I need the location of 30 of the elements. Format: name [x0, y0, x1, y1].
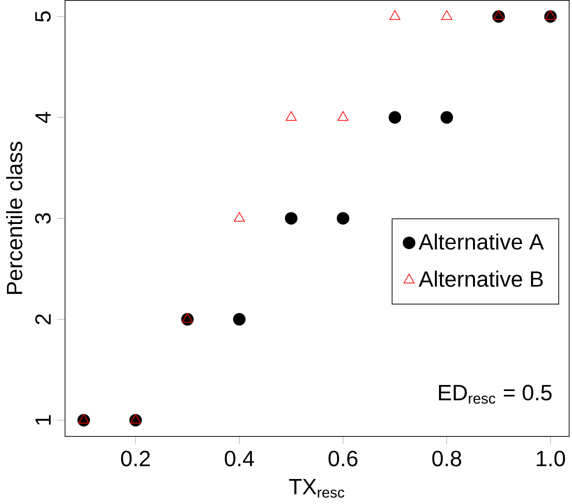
- point: [182, 313, 193, 323]
- y-tick-label: 1: [35, 415, 51, 425]
- point: [493, 10, 504, 20]
- point: [78, 414, 90, 424]
- point: [440, 111, 454, 124]
- y-tick-label: 2: [35, 314, 51, 324]
- point: [233, 313, 246, 326]
- x-tick-label: 0.4: [224, 450, 254, 466]
- y-axis-title: Percentile class: [6, 142, 22, 294]
- point: [441, 10, 452, 20]
- y-tick-label: 5: [35, 11, 51, 22]
- x-axis-title: TX$_{resc}$: [289, 479, 344, 498]
- x-tick-label: 0.2: [121, 450, 150, 466]
- point: [388, 111, 402, 124]
- annotation: ED$_{resc}$ = 0.5: [439, 384, 552, 404]
- legend-label: Alternative B: [418, 270, 543, 287]
- point: [545, 10, 556, 20]
- x-tick-label: 0.6: [328, 450, 358, 466]
- y-tick-label: 3: [35, 213, 51, 224]
- legend-label: Alternative A: [418, 234, 544, 250]
- point: [234, 212, 245, 222]
- x-tick-label: 0.8: [432, 450, 462, 466]
- point: [284, 212, 298, 225]
- point: [130, 414, 142, 424]
- y-tick-label: 4: [35, 112, 51, 124]
- point: [389, 10, 400, 20]
- point: [338, 111, 349, 121]
- point: [336, 212, 350, 225]
- point: [286, 111, 297, 121]
- x-tick-label: 1.0: [536, 450, 566, 466]
